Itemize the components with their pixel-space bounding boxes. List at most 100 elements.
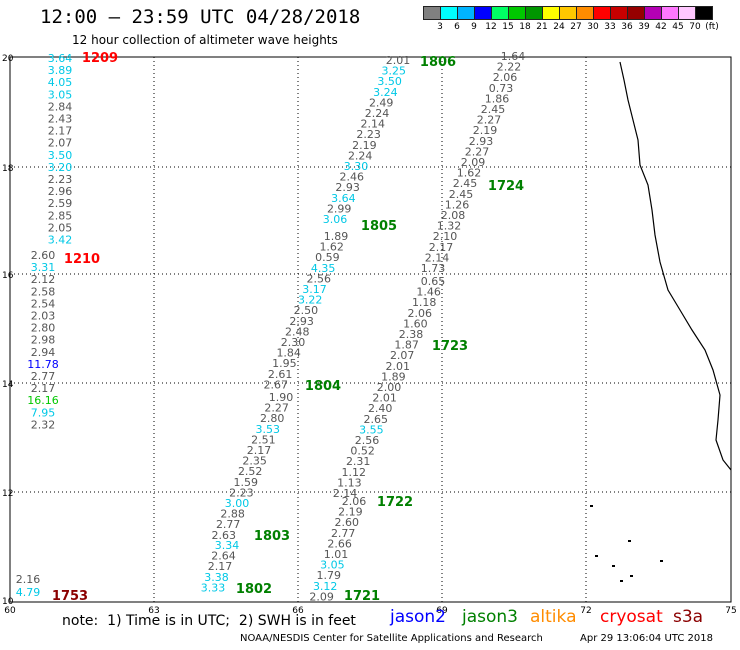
footer-note: note: 1) Time is in UTC; 2) SWH is in fe… <box>62 613 356 629</box>
wave-height-value: 2.51 <box>251 433 276 446</box>
wave-height-value: 3.53 <box>256 423 281 436</box>
wave-height-value: 4.79 <box>16 586 41 599</box>
colorbar-label: 9 <box>471 22 477 32</box>
wave-height-value: 1.46 <box>416 286 441 299</box>
wave-height-value: 2.14 <box>425 251 450 264</box>
colorbar-label: 30 <box>587 22 599 32</box>
wave-height-value: 3.05 <box>48 88 73 101</box>
colorbar-label: 39 <box>638 22 650 32</box>
wave-height-value: 2.80 <box>31 322 56 335</box>
track-id-label: 1805 <box>361 219 397 234</box>
satellite-cryosat: cryosat <box>600 607 663 627</box>
colorbar-label: 3 <box>437 22 443 32</box>
wave-height-value: 2.27 <box>465 145 490 158</box>
wave-height-value: 2.77 <box>216 518 241 531</box>
map-subtitle: 12 hour collection of altimeter wave hei… <box>72 33 338 47</box>
colorbar-label: (ft) <box>705 22 719 32</box>
wave-height-value: 2.06 <box>408 307 433 320</box>
wave-height-value: 2.32 <box>31 418 56 431</box>
wave-height-value: 2.93 <box>289 315 314 328</box>
wave-height-value: 1.18 <box>412 296 437 309</box>
wave-height-value: 3.50 <box>48 149 73 162</box>
wave-height-value: 2.22 <box>497 61 522 74</box>
wave-height-value: 3.55 <box>359 423 384 436</box>
wave-height-value: 2.61 <box>268 368 293 381</box>
colorbar-label: 45 <box>672 22 684 32</box>
wave-height-value: 2.09 <box>309 590 334 603</box>
wave-height-value: 2.31 <box>346 455 371 468</box>
island <box>612 565 615 567</box>
wave-height-value: 2.19 <box>473 124 498 137</box>
wave-height-value: 0.52 <box>350 445 375 458</box>
wave-height-value: 3.31 <box>31 261 56 274</box>
wave-height-value: 3.38 <box>204 571 229 584</box>
track-id-label: 1804 <box>305 379 341 394</box>
wave-height-value: 2.52 <box>238 465 263 478</box>
y-tick-label: 18 <box>2 164 14 174</box>
wave-height-value: 3.34 <box>215 539 240 552</box>
wave-height-value: 3.05 <box>320 559 345 572</box>
wave-height-value: 2.27 <box>264 402 289 415</box>
wave-height-value: 2.66 <box>327 537 352 550</box>
wave-height-value: 1.13 <box>337 476 362 489</box>
wave-height-value: 2.45 <box>481 103 506 116</box>
credit-text: NOAA/NESDIS Center for Satellite Applica… <box>240 633 543 644</box>
satellite-s3a: s3a <box>673 607 704 627</box>
wave-height-value: 2.08 <box>441 209 466 222</box>
wave-height-value: 2.01 <box>372 392 397 405</box>
wave-height-value: 2.23 <box>48 173 73 186</box>
colorbar-label: 6 <box>454 22 460 32</box>
wave-height-value: 3.24 <box>373 86 398 99</box>
wave-height-value: 3.30 <box>344 160 369 173</box>
wave-height-value: 2.59 <box>48 197 73 210</box>
wave-height-value: 0.73 <box>489 82 514 95</box>
track-id-label: 1806 <box>420 55 456 70</box>
wave-height-value: 2.17 <box>429 241 454 254</box>
wave-height-value: 2.96 <box>48 185 73 198</box>
wave-height-value: 1.95 <box>272 357 297 370</box>
wave-height-value: 1.62 <box>319 241 344 254</box>
x-tick-label: 72 <box>580 606 591 616</box>
colorbar-cell <box>695 6 713 20</box>
satellite-jason3: jason3 <box>462 607 518 627</box>
track-id-label: 1210 <box>64 252 100 267</box>
wave-height-value: 2.49 <box>369 96 394 109</box>
wave-height-value: 1.79 <box>317 569 342 582</box>
wave-height-value: 2.01 <box>386 360 411 373</box>
colorbar-label: 42 <box>655 22 667 32</box>
colorbar-label: 12 <box>485 22 497 32</box>
island <box>628 540 631 542</box>
wave-height-value: 2.60 <box>31 249 56 262</box>
wave-height-value: 1.87 <box>394 339 419 352</box>
x-tick-label: 60 <box>4 606 16 616</box>
wave-height-value: 3.64 <box>48 52 73 65</box>
island <box>660 560 663 562</box>
wave-height-value: 11.78 <box>27 358 59 371</box>
wave-height-value: 3.17 <box>302 283 327 296</box>
wave-height-value: 1.32 <box>437 220 462 233</box>
wave-height-value: 2.77 <box>31 370 56 383</box>
wave-height-value: 2.84 <box>48 100 73 113</box>
wave-height-value: 1.59 <box>234 476 259 489</box>
wave-height-value: 2.09 <box>461 156 486 169</box>
colorbar-label: 33 <box>604 22 616 32</box>
wave-height-value: 3.33 <box>201 581 226 594</box>
wave-height-value: 0.65 <box>421 275 446 288</box>
wave-height-value: 2.93 <box>469 135 494 148</box>
track-id-label: 1209 <box>82 51 118 66</box>
y-tick-label: 12 <box>2 489 13 499</box>
wave-height-value: 1.62 <box>457 167 482 180</box>
wave-height-value: 1.89 <box>381 370 406 383</box>
wave-height-value: 4.05 <box>48 76 73 89</box>
wave-height-value: 3.00 <box>225 497 250 510</box>
wave-height-value: 2.17 <box>247 444 272 457</box>
wave-height-value: 2.23 <box>356 128 381 141</box>
wave-height-value: 2.17 <box>31 382 56 395</box>
island <box>595 555 598 557</box>
wave-height-value: 2.10 <box>433 230 458 243</box>
wave-height-value: 2.93 <box>335 181 360 194</box>
y-tick-label: 14 <box>2 380 14 390</box>
wave-height-value: 2.17 <box>48 125 73 138</box>
wave-height-value: 2.45 <box>453 177 478 190</box>
